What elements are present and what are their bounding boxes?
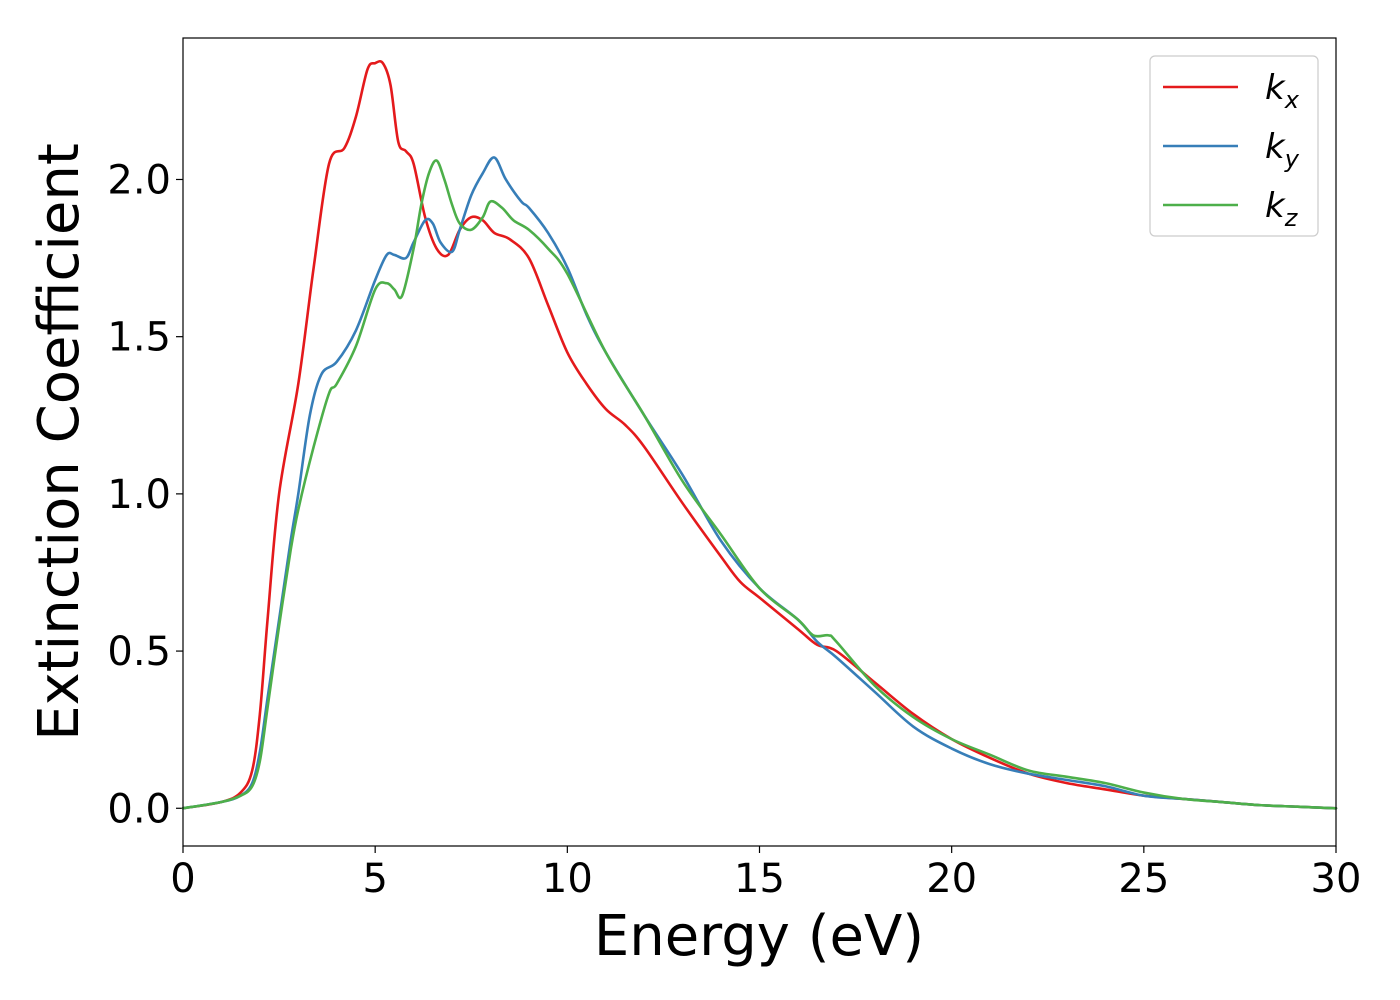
legend-label: kz [1265, 186, 1299, 232]
plot-frame [182, 37, 1337, 847]
x-tick-label: 10 [542, 856, 593, 902]
x-tick-label: 20 [926, 856, 977, 902]
legend-label: ky [1265, 127, 1300, 173]
legend: kx ky kz [1149, 55, 1319, 237]
x-tick-label: 15 [734, 856, 785, 902]
series-line-k-y [181, 156, 1338, 810]
y-tick-label: 1.0 [107, 472, 171, 518]
y-tick-label: 2.0 [107, 157, 171, 203]
y-tick-label: 1.5 [107, 315, 171, 361]
axis-ticks: 0 5 10 15 20 25 30 0.0 0.5 1.0 1.5 2.0 [107, 157, 1361, 902]
series-line-k-x [181, 59, 1338, 810]
y-axis-title: Extinction Coefficient [27, 143, 92, 741]
legend-label: kx [1265, 68, 1300, 114]
x-tick-label: 30 [1311, 856, 1362, 902]
x-axis-title: Energy (eV) [594, 904, 924, 969]
series-line-k-z [181, 159, 1338, 810]
x-tick-label: 5 [362, 856, 387, 902]
series-lines [181, 59, 1338, 810]
x-tick-label: 0 [170, 856, 195, 902]
x-tick-label: 25 [1118, 856, 1169, 902]
plot-background [183, 38, 1336, 846]
y-tick-label: 0.5 [107, 629, 171, 675]
y-tick-label: 0.0 [107, 786, 171, 832]
